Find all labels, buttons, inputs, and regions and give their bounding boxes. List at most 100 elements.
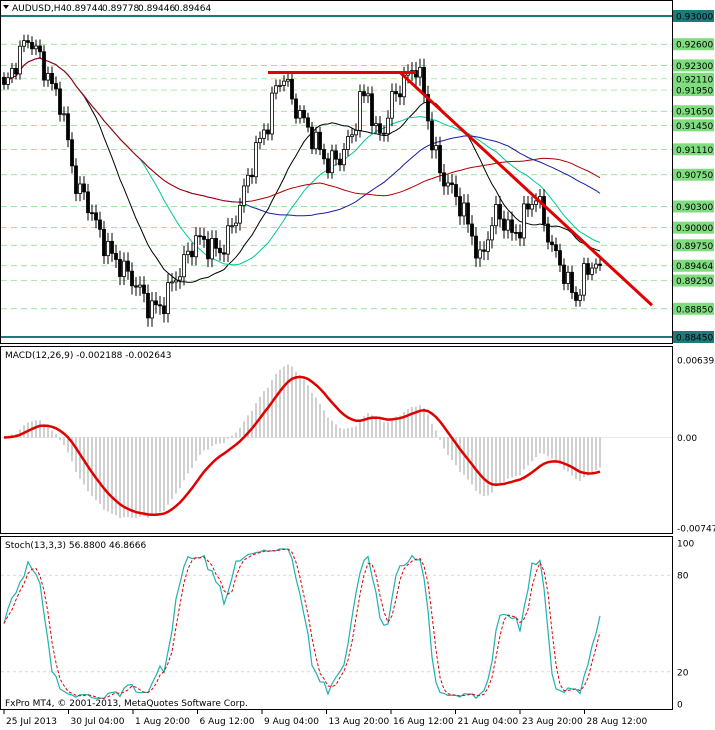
candle-body: [386, 117, 390, 135]
time-tick-label: 6 Aug 12:00: [200, 717, 255, 727]
ohlc-low: 0.89446: [138, 4, 175, 14]
candle-body: [146, 293, 150, 319]
candle-body: [18, 45, 22, 75]
candle-body: [226, 225, 230, 255]
candle-body: [98, 219, 102, 230]
candle-body: [170, 281, 174, 284]
symbol-dropdown-icon[interactable]: [3, 5, 9, 9]
candle-body: [354, 129, 358, 136]
price-tick-label: 0.89750: [676, 242, 713, 252]
candle-body: [26, 40, 30, 43]
candle-body: [234, 222, 238, 227]
candle-body: [166, 282, 170, 315]
candle-body: [142, 284, 146, 294]
candle-body: [394, 91, 398, 95]
candle-body: [218, 247, 222, 254]
candle-body: [214, 238, 218, 249]
ohlc-close: 0.89464: [174, 4, 211, 14]
candle-body: [550, 241, 554, 246]
macd-tick-label: 0.00: [677, 434, 697, 444]
candle-body: [202, 235, 206, 240]
candle-body: [278, 85, 282, 87]
candle-body: [334, 150, 338, 160]
candle-body: [110, 240, 114, 254]
price-tag-bg: [673, 105, 714, 118]
candle-body: [594, 263, 598, 269]
candle-body: [266, 129, 270, 135]
candle-body: [342, 149, 346, 166]
price-tag-bg: [673, 331, 714, 343]
candle-body: [362, 91, 366, 97]
candle-body: [390, 91, 394, 119]
price-tick-label: 0.91950: [676, 87, 713, 97]
candle-body: [262, 129, 266, 139]
macd-tick-label: -0.007475: [677, 525, 715, 535]
price-tag-bg: [673, 274, 714, 287]
candle-body: [254, 142, 258, 178]
candle-body: [178, 276, 182, 281]
time-tick-label: 13 Aug 20:00: [329, 717, 390, 727]
time-tick-label: 28 Aug 12:00: [587, 717, 648, 727]
candle-body: [246, 174, 250, 187]
candle-body: [510, 219, 514, 233]
candle-body: [238, 205, 242, 224]
candle-body: [522, 203, 526, 239]
copyright-text: FxPro MT4, © 2001-2013, MetaQuotes Softw…: [5, 699, 248, 709]
price-tick-label: 0.92600: [676, 41, 713, 51]
candle-body: [154, 300, 158, 306]
time-axis: 25 Jul 2013 30 Jul 04:00 1 Aug 20:00 6 Aug …: [3, 710, 648, 727]
price-tag-bg: [673, 38, 714, 51]
price-tag-bg: [673, 119, 714, 132]
candle-body: [434, 145, 438, 151]
candle-body: [586, 263, 590, 275]
candle-body: [462, 202, 466, 217]
ohlc-open: 0.89744: [66, 4, 103, 14]
candle-body: [270, 92, 274, 135]
candle-body: [198, 235, 202, 238]
price-tick-label: 0.88850: [676, 305, 713, 315]
candle-body: [14, 68, 18, 75]
candle-body: [554, 244, 558, 252]
price-tag-bg: [673, 168, 714, 181]
candle-body: [206, 239, 210, 260]
candle-body: [450, 182, 454, 185]
candle-body: [570, 271, 574, 293]
candle-body: [130, 270, 134, 287]
candle-body: [582, 263, 586, 296]
price-tick-label: 0.90300: [676, 203, 713, 213]
price-tick-label: 0.91110: [676, 146, 713, 156]
price-tag-bg: [673, 221, 714, 234]
candle-body: [310, 126, 314, 150]
candle-body: [498, 204, 502, 220]
candle-body: [350, 134, 354, 137]
candle-body: [574, 292, 578, 301]
candle-body: [174, 279, 178, 283]
moving-average-line: [3, 57, 601, 283]
candle-body: [66, 113, 70, 141]
candle-body: [578, 294, 582, 301]
candle-body: [422, 66, 426, 95]
candle-body: [114, 252, 118, 260]
candle-body: [490, 225, 494, 241]
candle-body: [194, 235, 198, 258]
candle-body: [182, 254, 186, 278]
candle-body: [242, 185, 246, 206]
candle-body: [70, 139, 74, 167]
candle-body: [38, 45, 42, 53]
candle-body: [366, 93, 370, 97]
candle-body: [286, 79, 290, 82]
candle-body: [370, 93, 374, 126]
candle-body: [438, 145, 442, 174]
candle-body: [290, 79, 294, 100]
stoch-layer: 100 80 20 0: [1, 540, 694, 711]
candle-body: [54, 83, 58, 90]
candle-body: [458, 196, 462, 217]
candle-body: [542, 196, 546, 225]
price-tick-label: 0.91450: [676, 122, 713, 132]
time-tick-label: 1 Aug 20:00: [135, 717, 190, 727]
candle-body: [598, 263, 602, 266]
stoch-panel: [0, 536, 673, 710]
candle-body: [514, 232, 518, 234]
candle-body: [478, 249, 482, 259]
candle-body: [302, 110, 306, 119]
